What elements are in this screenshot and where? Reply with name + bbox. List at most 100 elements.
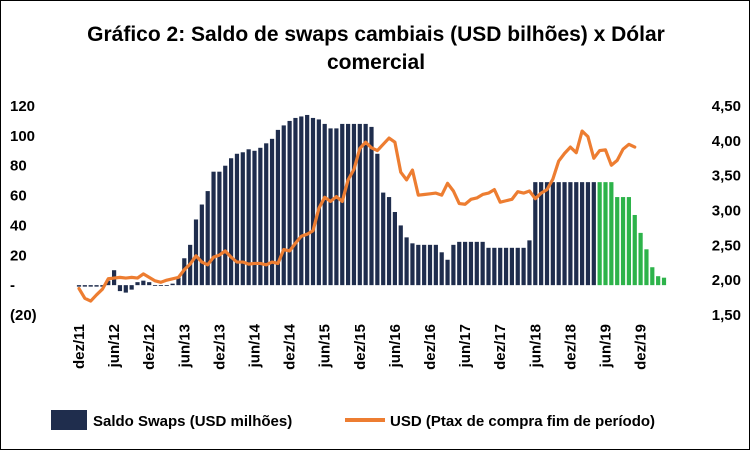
- bar-3: [94, 285, 99, 287]
- bar-97: [644, 249, 649, 286]
- bar-66: [463, 241, 468, 286]
- bar-86: [580, 182, 585, 286]
- bar-75: [515, 247, 520, 286]
- bar-49: [363, 123, 368, 286]
- bar-76: [521, 247, 526, 286]
- x-tick-label: jun/18: [527, 324, 544, 368]
- y-left-tick-label: 100: [10, 128, 35, 145]
- chart-title-line-1: Gráfico 2: Saldo de swaps cambiais (USD …: [87, 23, 665, 46]
- bar-9: [129, 285, 134, 290]
- bar-87: [585, 182, 591, 286]
- y-right-tick-label: 3,00: [712, 203, 741, 220]
- bar-73: [503, 247, 509, 286]
- bar-36: [287, 120, 292, 286]
- y-left-tick-label: 120: [10, 98, 35, 115]
- y-right-tick-label: 3,50: [712, 168, 741, 185]
- x-tick-label: dez/11: [71, 324, 88, 369]
- y-left-tick-label: 40: [10, 217, 27, 234]
- bar-1: [82, 285, 87, 287]
- bar-79: [539, 182, 544, 286]
- bar-82: [556, 182, 561, 286]
- bar-85: [574, 182, 579, 286]
- bar-80: [544, 182, 550, 286]
- bar-67: [468, 241, 474, 286]
- bar-20: [193, 219, 199, 286]
- x-tick-label: jun/19: [598, 324, 615, 368]
- bar-63: [445, 259, 450, 286]
- x-tick-label: jun/17: [457, 324, 474, 368]
- bar-48: [357, 123, 362, 286]
- bar-52: [381, 192, 386, 286]
- bar-8: [123, 285, 128, 293]
- x-tick-label: dez/13: [211, 324, 228, 370]
- bar-55: [398, 225, 403, 286]
- bar-70: [486, 247, 491, 286]
- bar-54: [392, 211, 397, 286]
- y-left-tick-label: -: [10, 277, 15, 294]
- bar-98: [650, 267, 655, 286]
- bar-5: [106, 280, 111, 286]
- x-tick-label: jun/14: [247, 323, 264, 368]
- bar-37: [293, 117, 298, 286]
- bar-69: [480, 241, 485, 286]
- bar-43: [328, 128, 333, 286]
- bar-68: [474, 241, 479, 286]
- bar-46: [346, 123, 351, 286]
- bar-27: [234, 153, 240, 286]
- bar-61: [433, 244, 438, 286]
- bar-99: [656, 276, 661, 286]
- legend-bar-label: Saldo Swaps (USD milhões): [93, 413, 292, 430]
- bar-14: [158, 285, 163, 286]
- bar-16: [170, 283, 175, 286]
- bar-47: [351, 123, 357, 286]
- bar-38: [299, 116, 304, 286]
- x-tick-label: dez/17: [492, 324, 509, 370]
- usd-line: [77, 129, 637, 303]
- bar-59: [422, 244, 427, 286]
- y-right-tick-label: 1,50: [712, 307, 741, 324]
- bar-24: [217, 171, 222, 286]
- bar-71: [492, 247, 497, 286]
- bar-92: [615, 197, 620, 286]
- bar-94: [626, 197, 631, 286]
- bar-64: [451, 244, 456, 286]
- bar-44: [334, 128, 339, 286]
- bar-50: [369, 126, 374, 286]
- x-tick-label: jun/13: [176, 324, 193, 368]
- bar-32: [264, 143, 269, 286]
- bar-78: [533, 182, 538, 286]
- bar-60: [427, 244, 433, 286]
- bar-45: [340, 123, 345, 286]
- bar-91: [609, 182, 614, 286]
- y-left-tick-label: 60: [10, 188, 27, 205]
- bar-12: [147, 282, 152, 286]
- bar-77: [527, 240, 532, 286]
- legend-bar-swatch: [51, 410, 87, 430]
- x-tick-label: jun/16: [387, 324, 404, 368]
- bar-88: [591, 182, 596, 286]
- y-left-tick-label: 80: [10, 158, 27, 175]
- x-tick-label: dez/12: [141, 324, 158, 370]
- y-left-tick-label: 20: [10, 247, 27, 264]
- bar-41: [316, 119, 321, 286]
- bar-7: [117, 285, 123, 292]
- bar-25: [223, 165, 228, 286]
- bar-11: [141, 280, 146, 286]
- y-right-tick-label: 2,50: [712, 237, 741, 254]
- bar-84: [568, 182, 573, 286]
- bar-62: [439, 252, 444, 286]
- bar-56: [404, 237, 409, 286]
- bar-51: [375, 153, 380, 286]
- bar-90: [603, 182, 608, 286]
- x-tick-label: dez/15: [352, 324, 369, 370]
- x-tick-label: jun/12: [106, 324, 123, 368]
- bar-40: [310, 117, 316, 286]
- bar-53: [386, 197, 392, 286]
- chart-title-line-2: comercial: [326, 51, 426, 74]
- bar-39: [305, 114, 310, 286]
- bar-28: [240, 152, 245, 286]
- bar-17: [176, 277, 181, 286]
- bar-4: [100, 285, 105, 287]
- bar-35: [281, 125, 286, 286]
